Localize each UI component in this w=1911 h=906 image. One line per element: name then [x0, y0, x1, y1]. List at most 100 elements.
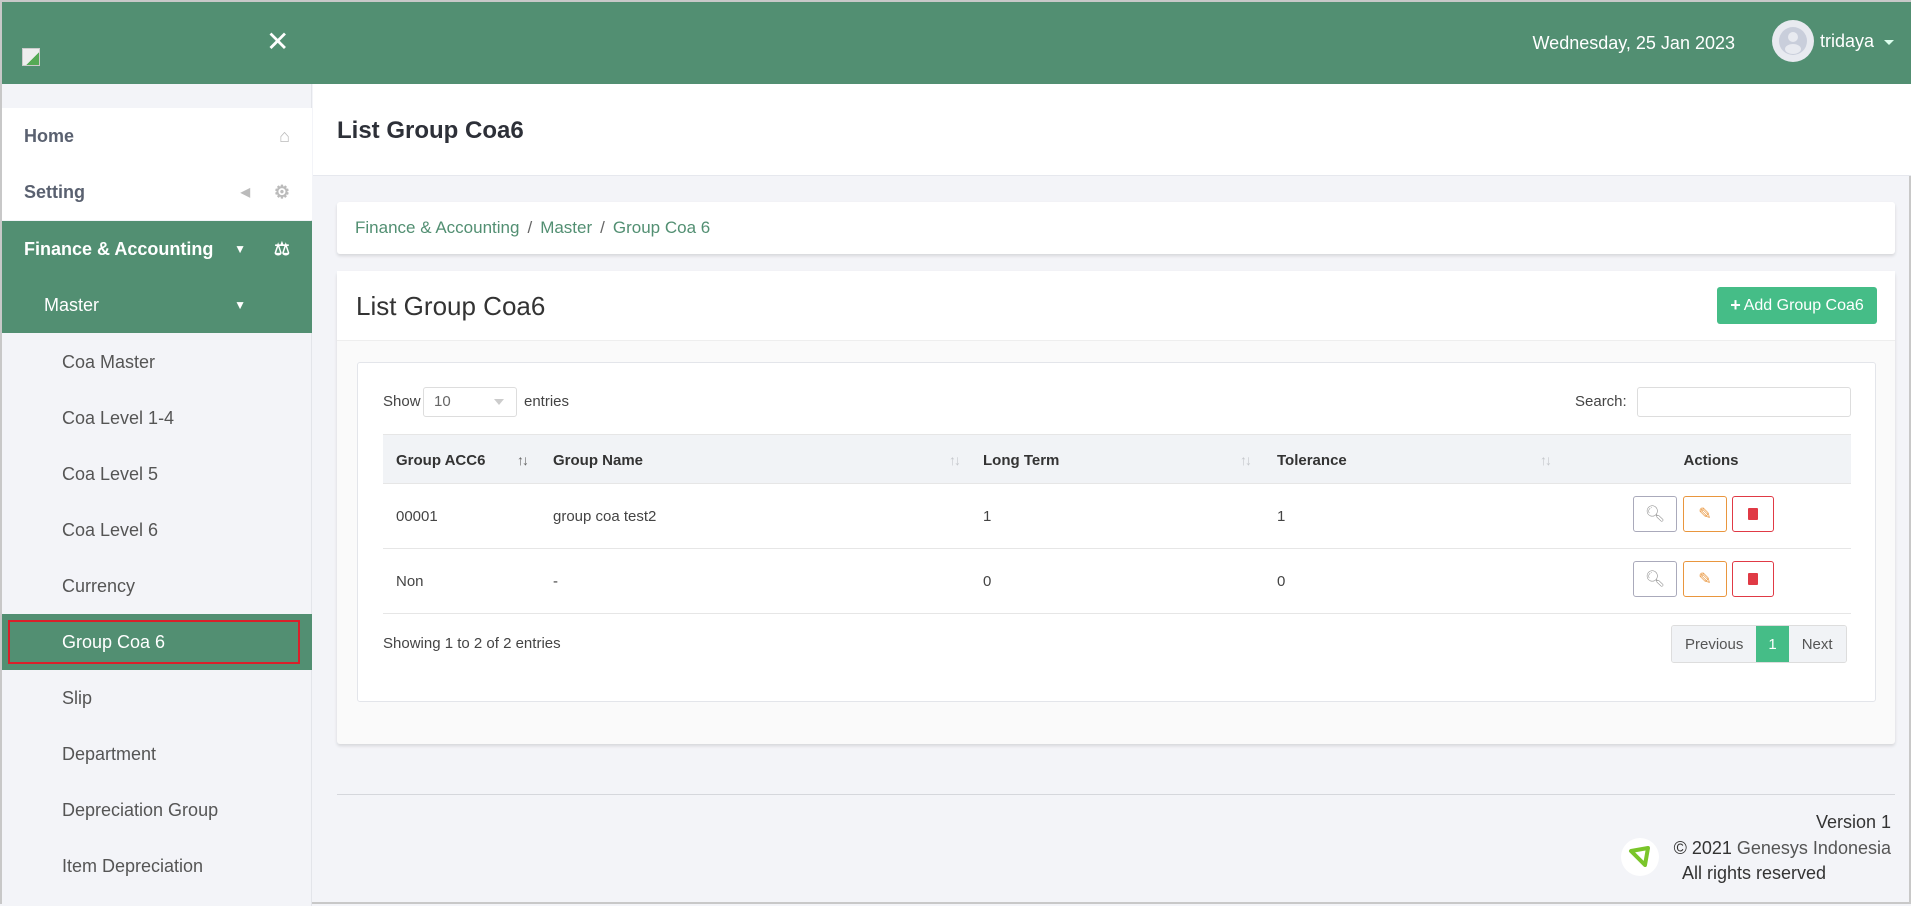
sidebar-item-label: Coa Master — [62, 351, 156, 372]
top-header: ✕ Wednesday, 25 Jan 2023 tridaya — [2, 2, 1911, 84]
sidebar-item-label: Home — [24, 125, 75, 146]
breadcrumb-group-coa-6: Group Coa 6 — [612, 218, 711, 237]
user-circle-icon — [1779, 27, 1807, 55]
balance-scale-icon: ⚖ — [273, 238, 290, 259]
sidebar-item-label: Master — [44, 294, 100, 315]
breadcrumb-separator: / — [527, 218, 533, 237]
sidebar-item-coa-master[interactable]: Coa Master — [2, 334, 312, 390]
close-sidebar-icon[interactable]: ✕ — [266, 26, 290, 57]
user-menu[interactable]: tridaya — [1820, 31, 1875, 51]
breadcrumb-master[interactable]: Master — [540, 218, 593, 237]
breadcrumb: Finance & Accounting / Master / Group Coa 6 — [337, 202, 1895, 254]
sidebar-item-label: Finance & Accounting — [24, 238, 214, 259]
sidebar-item-depreciation-group[interactable]: Depreciation Group — [2, 782, 312, 838]
delete-button[interactable] — [1732, 496, 1774, 532]
entries-length-select[interactable]: 10 — [423, 387, 517, 417]
view-button[interactable]: 🔍︎ — [1633, 496, 1677, 532]
home-icon: ⌂ — [279, 125, 290, 146]
sidebar-item-coa-level-1-4[interactable]: Coa Level 1-4 — [2, 390, 312, 446]
sidebar-item-label: Group Coa 6 — [62, 631, 166, 652]
avatar[interactable] — [1772, 20, 1814, 62]
sidebar-item-currency[interactable]: Currency — [2, 558, 312, 614]
sidebar-item-finance-accounting[interactable]: Finance & Accounting ▼ ⚖ — [2, 221, 312, 277]
sort-asc-icon[interactable]: ↑↓ — [517, 452, 529, 468]
table-row: 00001 group coa test2 1 1 🔍︎ ✎ — [383, 484, 1851, 549]
entries-label: entries — [524, 393, 570, 410]
column-group-acc6[interactable]: Group ACC6 — [396, 452, 486, 469]
cell-group-name: - — [553, 573, 558, 590]
gears-icon: ⚙ — [273, 181, 290, 202]
sidebar: Home ⌂ Setting ◀ ⚙ Finance & Accounting ▼ ⚖ M… — [2, 84, 312, 906]
company-link[interactable]: Genesys Indonesia — [1736, 838, 1891, 858]
view-button[interactable]: 🔍︎ — [1633, 561, 1677, 597]
page-title-bar: List Group Coa6 — [313, 84, 1911, 176]
sidebar-item-coa-level-6[interactable]: Coa Level 6 — [2, 502, 312, 558]
sidebar-item-label: Coa Level 5 — [62, 463, 159, 484]
sidebar-item-home[interactable]: Home ⌂ — [2, 108, 312, 164]
pencil-icon: ✎ — [1698, 506, 1712, 523]
footer-divider — [337, 794, 1895, 795]
sort-icon[interactable]: ↑↓ — [949, 452, 961, 468]
caret-down-icon[interactable] — [1884, 40, 1894, 45]
sidebar-item-label: Setting — [24, 181, 85, 202]
sidebar-item-setting[interactable]: Setting ◀ ⚙ — [2, 164, 312, 220]
datatable-wrapper: Show 10 entries Search: Group ACC6 ↑↓ Gr… — [357, 362, 1876, 702]
sidebar-item-label: Depreciation Group — [62, 799, 219, 820]
column-tolerance[interactable]: Tolerance — [1277, 452, 1347, 469]
sort-icon[interactable]: ↑↓ — [1540, 452, 1552, 468]
show-label: Show — [383, 393, 421, 410]
list-card: List Group Coa6 + Add Group Coa6 Show 10 … — [337, 271, 1895, 744]
cell-group-name: group coa test2 — [553, 508, 657, 525]
sidebar-item-label: Coa Level 1-4 — [62, 407, 175, 428]
cell-group-acc6: Non — [396, 573, 424, 590]
card-header: List Group Coa6 + Add Group Coa6 — [337, 271, 1895, 341]
sidebar-item-coa-level-5[interactable]: Coa Level 5 — [2, 446, 312, 502]
caret-down-icon: ▼ — [234, 242, 246, 256]
edit-button[interactable]: ✎ — [1683, 496, 1727, 532]
sidebar-item-group-coa-6[interactable]: Group Coa 6 — [2, 614, 312, 670]
page-1-button[interactable]: 1 — [1756, 626, 1789, 662]
column-actions: Actions — [1683, 452, 1739, 469]
cell-tolerance: 0 — [1277, 573, 1286, 590]
pagination: Previous 1 Next — [1671, 625, 1847, 663]
cell-group-acc6: 00001 — [396, 508, 438, 525]
chevron-down-icon — [494, 399, 504, 405]
caret-down-icon: ▼ — [234, 298, 246, 312]
sidebar-item-label: Coa Level 6 — [62, 519, 159, 540]
sort-icon[interactable]: ↑↓ — [1240, 452, 1252, 468]
table-info: Showing 1 to 2 of 2 entries — [383, 635, 561, 652]
sidebar-item-department[interactable]: Department — [2, 726, 312, 782]
column-long-term[interactable]: Long Term — [983, 452, 1060, 469]
add-group-coa6-button[interactable]: + Add Group Coa6 — [1717, 287, 1877, 324]
column-group-name[interactable]: Group Name — [553, 452, 644, 469]
search-input[interactable] — [1637, 387, 1851, 417]
delete-button[interactable] — [1732, 561, 1774, 597]
sidebar-item-slip[interactable]: Slip — [2, 670, 312, 726]
search-label: Search: — [1575, 393, 1627, 410]
page-title: List Group Coa6 — [337, 117, 524, 144]
cell-long-term: 1 — [983, 508, 992, 525]
breadcrumb-finance-accounting[interactable]: Finance & Accounting — [355, 218, 520, 237]
previous-page-button[interactable]: Previous — [1672, 626, 1757, 662]
sidebar-item-label: Slip — [62, 687, 93, 708]
cell-tolerance: 1 — [1277, 508, 1286, 525]
sidebar-item-label: Currency — [62, 575, 136, 596]
genesys-logo — [1621, 838, 1659, 876]
card-title: List Group Coa6 — [356, 291, 546, 321]
sidebar-item-item-depreciation[interactable]: Item Depreciation — [2, 838, 312, 894]
plus-icon: + — [1730, 295, 1741, 315]
search-icon: 🔍︎ — [1644, 506, 1666, 523]
edit-button[interactable]: ✎ — [1683, 561, 1727, 597]
footer-copyright: © 2021 Genesys Indonesia — [1674, 838, 1891, 859]
current-date: Wednesday, 25 Jan 2023 — [1532, 33, 1735, 53]
caret-left-icon: ◀ — [240, 185, 250, 199]
breadcrumb-separator: / — [600, 218, 605, 237]
copyright-text: © 2021 — [1673, 838, 1737, 858]
broken-logo-image — [22, 48, 40, 66]
sidebar-item-master[interactable]: Master ▼ — [2, 277, 312, 333]
length-value: 10 — [434, 393, 451, 410]
search-icon: 🔍︎ — [1644, 571, 1666, 588]
next-page-button[interactable]: Next — [1788, 626, 1846, 662]
trash-icon — [1748, 508, 1758, 520]
sidebar-item-label: Department — [62, 743, 157, 764]
